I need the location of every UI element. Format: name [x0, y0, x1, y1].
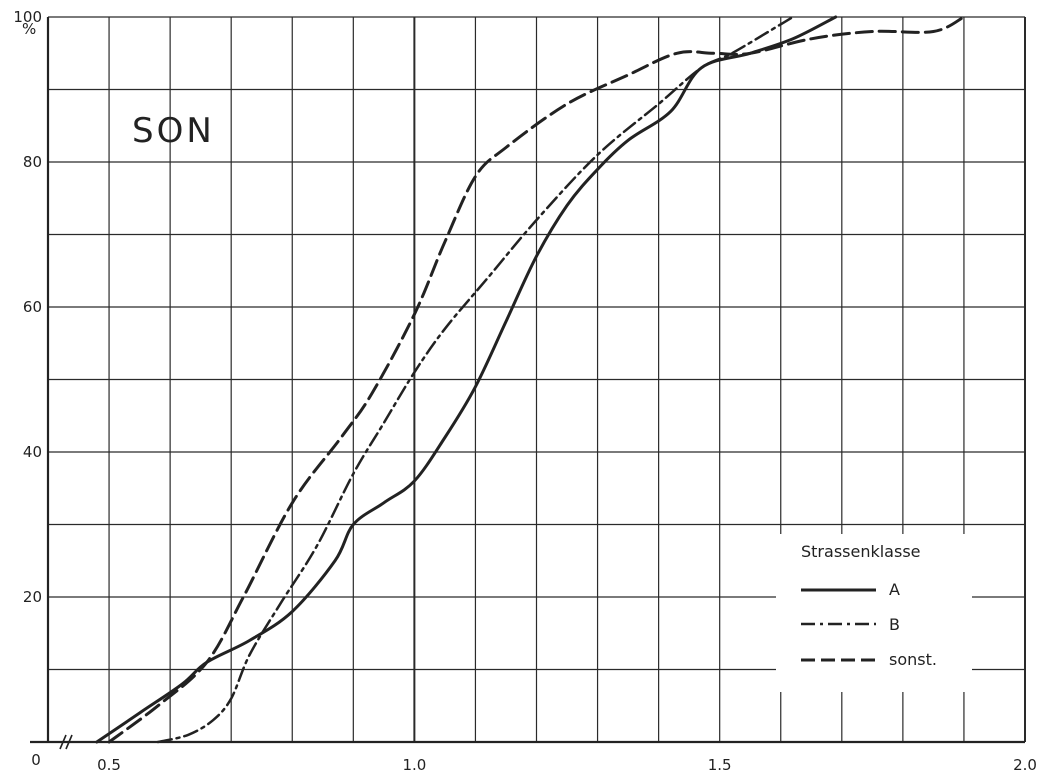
legend-label-b: B	[889, 615, 900, 634]
legend-box	[776, 534, 972, 692]
legend-label-sonst: sonst.	[889, 650, 937, 669]
x-tick-label: 1.5	[708, 756, 732, 774]
axis-break-mark	[59, 734, 67, 750]
legend: Strassenklasse A B sonst.	[776, 534, 972, 692]
x-tick-label: 0.5	[97, 756, 121, 774]
legend-title: Strassenklasse	[801, 542, 921, 561]
legend-label-a: A	[889, 580, 900, 599]
x-tick-label: 1.0	[402, 756, 426, 774]
y-tick-label: 100	[13, 8, 42, 26]
y-tick-label: 60	[23, 298, 42, 316]
grid	[47, 16, 1026, 742]
tick-labels: 0.5 1.0 1.5 2.0 0 20 40 60 80 100	[13, 8, 1037, 774]
y-tick-label: 40	[23, 443, 42, 461]
series-line-sonst	[107, 15, 966, 744]
x-origin-label: 0	[31, 751, 41, 769]
y-tick-label: 80	[23, 153, 42, 171]
y-unit-label: %	[22, 20, 36, 38]
series-line-b	[156, 15, 795, 744]
axes	[30, 17, 1025, 750]
axis-break-mark	[65, 734, 73, 750]
series-line-a	[95, 15, 838, 744]
series-group	[95, 15, 966, 744]
y-tick-label: 20	[23, 588, 42, 606]
x-tick-label: 2.0	[1013, 756, 1037, 774]
chart-tag: SON	[132, 111, 215, 151]
